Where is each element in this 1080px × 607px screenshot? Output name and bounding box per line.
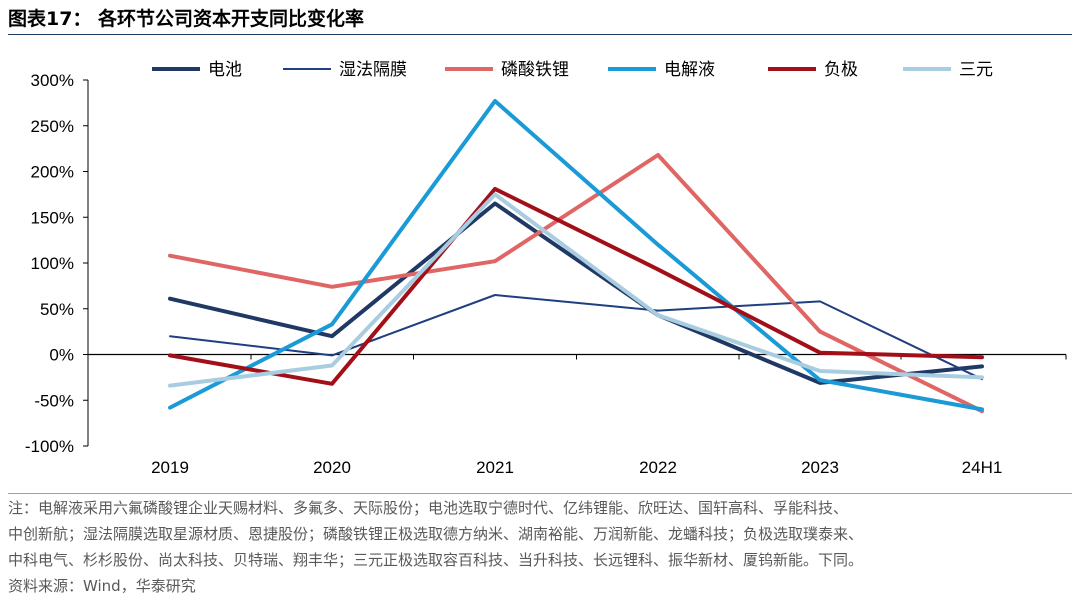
legend: 电池 湿法隔膜 磷酸铁锂 电解液 负极 三元 (152, 60, 993, 80)
notes-block: 注：电解液采用六氟磷酸锂企业天赐材料、多氟多、天际股份；电池选取宁德时代、亿纬锂… (8, 495, 1074, 599)
series-line-6 (168, 192, 984, 388)
title-divider (8, 34, 1072, 35)
legend-label: 三元 (959, 60, 993, 80)
x-tick-label: 2023 (801, 458, 839, 477)
y-tick-label: 100% (31, 254, 74, 273)
y-tick-label: -100% (25, 437, 74, 456)
series-layer (168, 99, 984, 414)
x-tick-label: 2022 (639, 458, 677, 477)
x-tick-label: 2019 (151, 458, 189, 477)
x-tick-label: 24H1 (962, 458, 1003, 477)
note-line-1: 注：电解液采用六氟磷酸锂企业天赐材料、多氟多、天际股份；电池选取宁德时代、亿纬锂… (8, 499, 849, 517)
series-line-4 (168, 99, 984, 412)
x-axis: 2019 2020 2021 2022 2023 24H1 (87, 353, 1067, 477)
y-tick-label: 150% (31, 208, 74, 227)
notes-divider (8, 493, 1072, 494)
figure-title: 图表17： 各环节公司资本开支同比变化率 (8, 8, 365, 30)
note-line-3: 中科电气、杉杉股份、尚太科技、贝特瑞、翔丰华；三元正极选取容百科技、当升科技、长… (8, 551, 864, 569)
y-tick-label: 200% (31, 163, 74, 182)
series-line-5 (168, 186, 984, 386)
y-tick-label: 0% (49, 346, 74, 365)
line-chart: -100%-50%0%50%100%150%200%250%300% 2019 2… (25, 60, 1067, 477)
source-line: 资料来源：Wind，华泰研究 (8, 577, 196, 595)
legend-label: 负极 (824, 60, 858, 80)
y-tick-label: 250% (31, 117, 74, 136)
x-tick-label: 2020 (313, 458, 351, 477)
legend-label: 电解液 (664, 60, 715, 80)
x-tick-label: 2021 (476, 458, 514, 477)
series-line-3 (168, 153, 984, 414)
series-line-1 (168, 201, 984, 385)
legend-label: 电池 (208, 60, 242, 80)
y-axis: -100% -50% 0% 50% 100% 150% 200% 250% 300% (25, 71, 89, 456)
y-tick-label: -50% (34, 391, 74, 410)
y-tick-label: 300% (31, 71, 74, 90)
legend-label: 湿法隔膜 (339, 60, 407, 80)
note-line-2: 中创新航；湿法隔膜选取星源材质、恩捷股份；磷酸铁锂正极选取德方纳米、湖南裕能、万… (8, 525, 864, 543)
series-line-2 (169, 294, 983, 381)
legend-label: 磷酸铁锂 (501, 60, 569, 80)
y-tick-label: 50% (40, 300, 74, 319)
